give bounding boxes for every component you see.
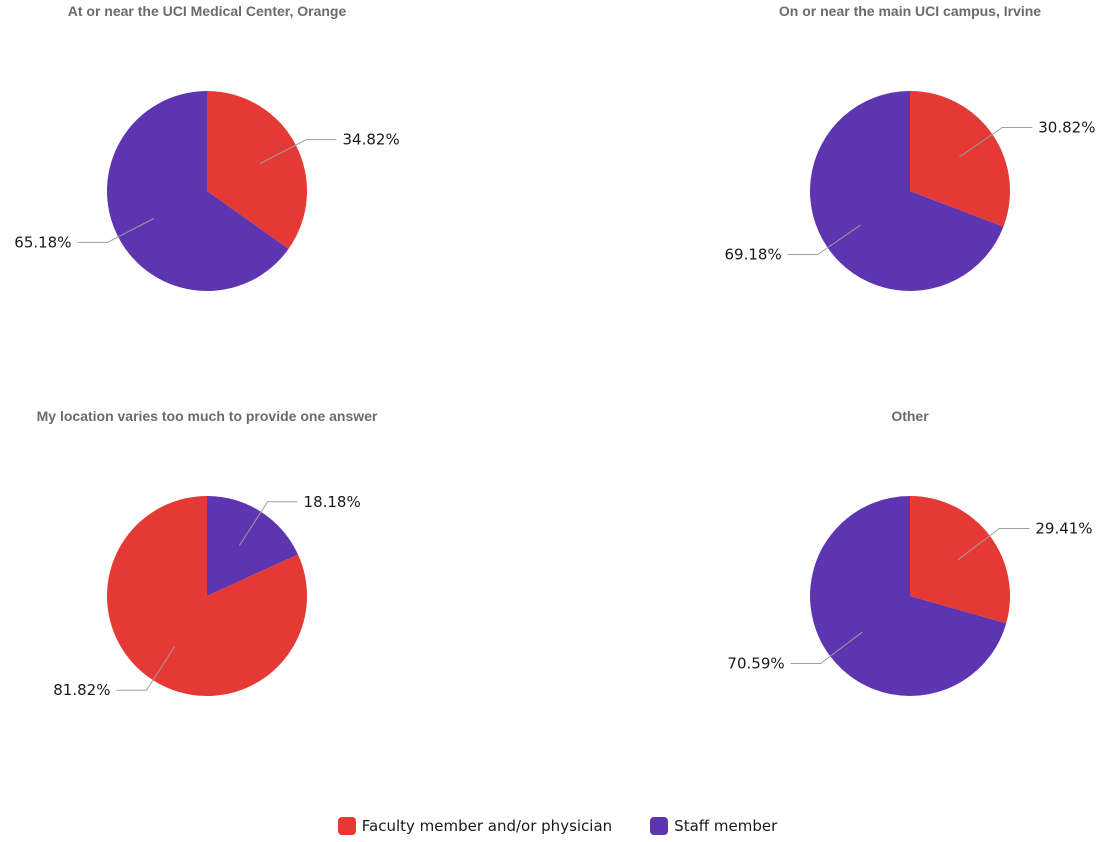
pie-title: At or near the UCI Medical Center, Orang… <box>68 3 347 19</box>
slice-percent-label: 65.18% <box>14 233 71 251</box>
legend: Faculty member and/or physician Staff me… <box>0 817 1115 835</box>
leader-line <box>77 218 154 243</box>
legend-item-staff: Staff member <box>650 817 777 835</box>
leader-line <box>787 224 861 255</box>
legend-item-faculty: Faculty member and/or physician <box>337 817 613 835</box>
pie-panel: On or near the main UCI campus, Irvine 30… <box>725 3 1095 292</box>
leader-line <box>959 127 1033 158</box>
pie-slice <box>207 496 298 596</box>
pie-slice <box>207 91 307 249</box>
pie-slice <box>107 496 308 696</box>
pie-title: On or near the main UCI campus, Irvine <box>779 3 1041 19</box>
pie-slice <box>910 91 1011 227</box>
legend-label-faculty: Faculty member and/or physician <box>361 817 613 835</box>
legend-swatch-faculty <box>337 817 356 835</box>
pie-title: Other <box>891 408 929 424</box>
leader-line <box>116 646 176 691</box>
slice-percent-label: 18.18% <box>304 493 361 511</box>
pie-panel: Other 29.41% 70.59% <box>727 408 1093 696</box>
pie-slice <box>810 91 1004 292</box>
pie-slice <box>106 91 289 291</box>
legend-swatch-staff <box>650 817 669 835</box>
leader-line <box>260 139 337 164</box>
slice-percent-label: 30.82% <box>1038 119 1095 137</box>
slice-percent-label: 70.59% <box>727 655 784 673</box>
slice-percent-label: 34.82% <box>343 131 400 149</box>
leader-line <box>790 631 863 664</box>
legend-label-staff: Staff member <box>674 817 778 835</box>
leader-line <box>238 501 298 546</box>
pie-panel: My location varies too much to provide o… <box>37 408 378 699</box>
pie-title: My location varies too much to provide o… <box>37 408 378 424</box>
pie-panel: At or near the UCI Medical Center, Orang… <box>14 3 400 291</box>
slice-percent-label: 69.18% <box>725 245 782 263</box>
pie-slice <box>810 496 1007 696</box>
pie-slice <box>910 496 1011 624</box>
slice-percent-label: 81.82% <box>53 681 110 699</box>
slice-percent-label: 29.41% <box>1035 519 1092 537</box>
leader-line <box>957 528 1030 561</box>
